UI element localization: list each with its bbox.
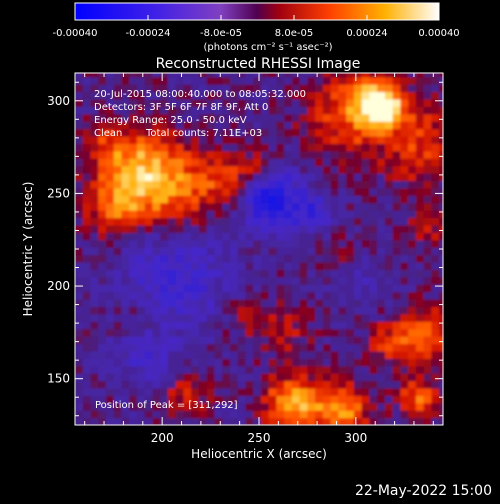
y-tick-label: 250 (47, 186, 70, 200)
annotation-time-range: 20-Jul-2015 08:00:40.000 to 08:05:32.000 (94, 89, 306, 100)
colorbar-tick-label: -0.00040 (53, 28, 98, 39)
y-tick-label: 300 (47, 94, 70, 108)
colorbar-ticks: -0.00040 -0.00024 -8.0e-05 8.0e-05 0.00024 0.… (53, 15, 460, 39)
colorbar-tick-label: 0.00024 (346, 28, 387, 39)
chart-title: Reconstructed RHESSI Image (156, 56, 361, 72)
annotation-peak-position: Position of Peak = [311,292] (95, 400, 238, 411)
x-tick-label: 200 (151, 431, 174, 445)
y-axis-label: Heliocentric Y (arcsec) (21, 182, 35, 317)
annotation-energy-range: Energy Range: 25.0 - 50.0 keV (94, 115, 247, 126)
heatmap-image (75, 73, 443, 425)
x-tick-label: 300 (344, 431, 367, 445)
colorbar-tick-label: -0.00024 (126, 28, 171, 39)
x-tick-label: 250 (248, 431, 271, 445)
footer-date: 22-May-2022 15:00 (355, 483, 492, 499)
y-tick-label: 150 (47, 372, 70, 386)
annotation-detectors: Detectors: 3F 5F 6F 7F 8F 9F, Att 0 (94, 102, 268, 113)
colorbar (75, 3, 439, 20)
colorbar-tick-label: -8.0e-05 (200, 28, 242, 39)
colorbar-units-label: (photons cm⁻² s⁻¹ asec⁻²) (203, 42, 332, 53)
y-tick-label: 200 (47, 279, 70, 293)
annotation-algorithm: Clean (94, 128, 122, 139)
colorbar-tick-label: 8.0e-05 (275, 28, 313, 39)
annotation-total-counts: Total counts: 7.11E+03 (145, 128, 262, 139)
colorbar-tick-label: 0.00040 (418, 28, 459, 39)
x-axis-label: Heliocentric X (arcsec) (191, 447, 327, 461)
